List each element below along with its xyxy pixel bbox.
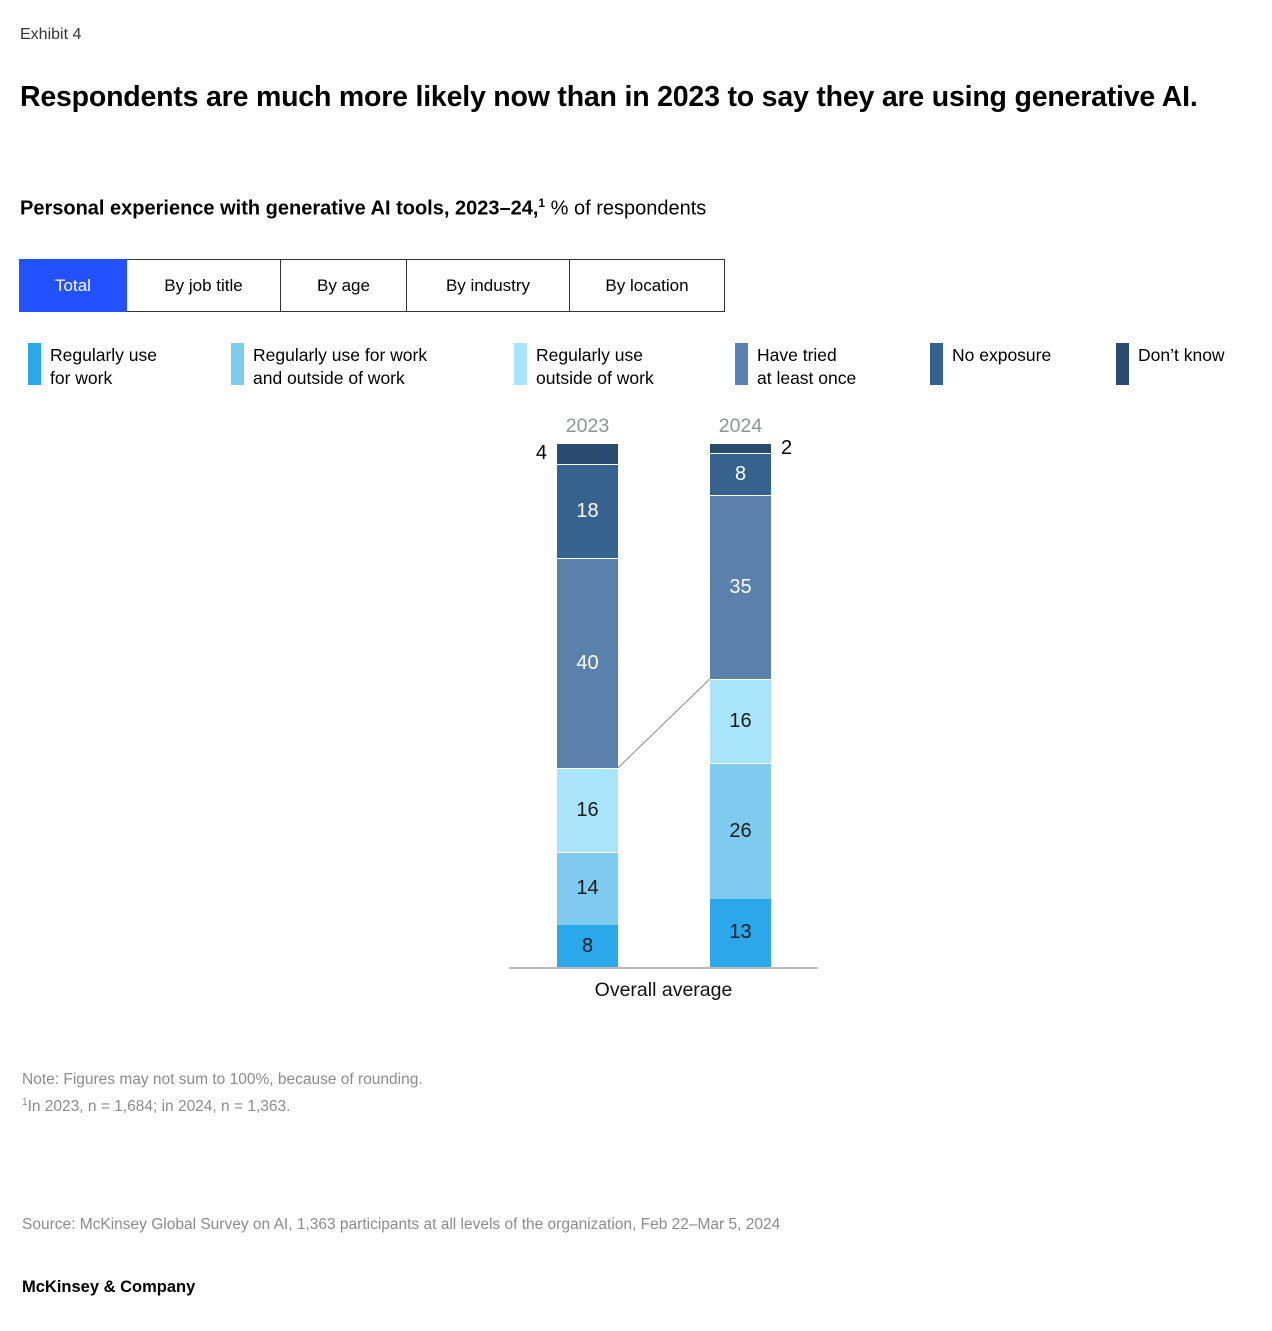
bar-segment-label: 13 xyxy=(729,921,752,944)
bar-segment xyxy=(557,443,618,464)
legend-swatch-icon xyxy=(1116,343,1129,385)
page-title: Respondents are much more likely now tha… xyxy=(20,81,1198,113)
legend-label: Don’t know xyxy=(1138,345,1225,365)
connector-line xyxy=(617,678,711,769)
bar-segment: 13 xyxy=(710,898,771,967)
legend-label: Regularly use xyxy=(536,345,643,365)
footnote-marker: 1 xyxy=(22,1097,28,1108)
bar-segment: 35 xyxy=(710,495,771,679)
footnote-line: In 2023, n = 1,684; in 2024, n = 1,363. xyxy=(27,1098,291,1116)
tab-by-location[interactable]: By location xyxy=(569,259,725,312)
bar-segment: 16 xyxy=(710,678,771,763)
bar-segment-label: 14 xyxy=(576,877,599,900)
subtitle-bold: Personal experience with generative AI t… xyxy=(20,197,539,220)
legend-item-no-exposure: No exposure xyxy=(930,343,1051,385)
tab-by-industry[interactable]: By industry xyxy=(406,259,570,312)
legend-label: Have tried xyxy=(757,345,837,365)
legend-label: No exposure xyxy=(952,345,1052,365)
bar-segment: 8 xyxy=(710,453,771,496)
note-line: Note: Figures may not sum to 100%, becau… xyxy=(22,1071,423,1088)
x-axis-category-label: Overall average xyxy=(594,979,733,1001)
bar-segment xyxy=(710,443,771,454)
legend-swatch-icon xyxy=(514,343,527,385)
legend-swatch-icon xyxy=(28,343,41,385)
bar-segment-label: 8 xyxy=(581,934,594,957)
tab-by-job-title[interactable]: By job title xyxy=(126,259,281,312)
legend-item-regularly-use-outside-of-work: Regularly use outside of work xyxy=(514,343,654,390)
legend-swatch-icon xyxy=(735,343,748,385)
legend-swatch-icon xyxy=(231,343,244,385)
bar-segment: 14 xyxy=(557,851,618,926)
bar-segment-outside-label: 2 xyxy=(781,437,793,460)
bar-segment-label: 16 xyxy=(576,798,599,821)
bar-segment-label: 8 xyxy=(734,463,747,486)
bar-segment-label: 35 xyxy=(729,576,752,599)
year-label: 2023 xyxy=(565,415,610,437)
bar-segment-outside-label: 4 xyxy=(535,442,547,465)
legend-item-dont-know: Don’t know xyxy=(1116,343,1225,385)
bar-segment: 40 xyxy=(557,558,618,768)
bar-segment: 26 xyxy=(710,762,771,899)
mckinsey-wordmark: McKinsey & Company xyxy=(22,1278,196,1296)
note-block: Note: Figures may not sum to 100%, becau… xyxy=(22,1068,423,1118)
source-line: Source: McKinsey Global Survey on AI, 1,… xyxy=(22,1216,781,1233)
chart-subtitle: Personal experience with generative AI t… xyxy=(20,196,1260,221)
legend-label: Regularly use for work xyxy=(253,345,428,365)
exhibit-label: Exhibit 4 xyxy=(20,26,82,43)
tab-total[interactable]: Total xyxy=(19,259,127,312)
bar-segment-label: 18 xyxy=(576,500,599,523)
legend-item-regularly-use-for-work: Regularly use for work xyxy=(28,343,157,390)
tab-by-age[interactable]: By age xyxy=(280,259,407,312)
bar-segment: 8 xyxy=(557,925,618,967)
legend-item-regularly-use-for-work-and-outside: Regularly use for work and outside of wor… xyxy=(231,343,427,390)
legend-swatch-icon xyxy=(930,343,943,385)
legend-item-have-tried-at-least-once: Have tried at least once xyxy=(735,343,856,390)
bar-segment-label: 26 xyxy=(729,819,752,842)
bar-segment-label: 16 xyxy=(729,709,752,732)
chart: Overall average 2023 8 14 16 40 18 4 2024 13 26 16… xyxy=(0,410,1272,1030)
view-tabs: Total By job title By age By industry By… xyxy=(19,259,725,312)
subtitle-regular: % of respondents xyxy=(545,197,707,220)
bar-segment-label: 40 xyxy=(576,652,599,675)
legend-label: Regularly use xyxy=(50,345,157,365)
subtitle-footnote-marker: 1 xyxy=(538,196,546,210)
bar-segment: 16 xyxy=(557,767,618,852)
x-axis-line xyxy=(509,967,818,969)
bar-segment: 18 xyxy=(557,463,618,559)
year-label: 2024 xyxy=(718,415,763,437)
